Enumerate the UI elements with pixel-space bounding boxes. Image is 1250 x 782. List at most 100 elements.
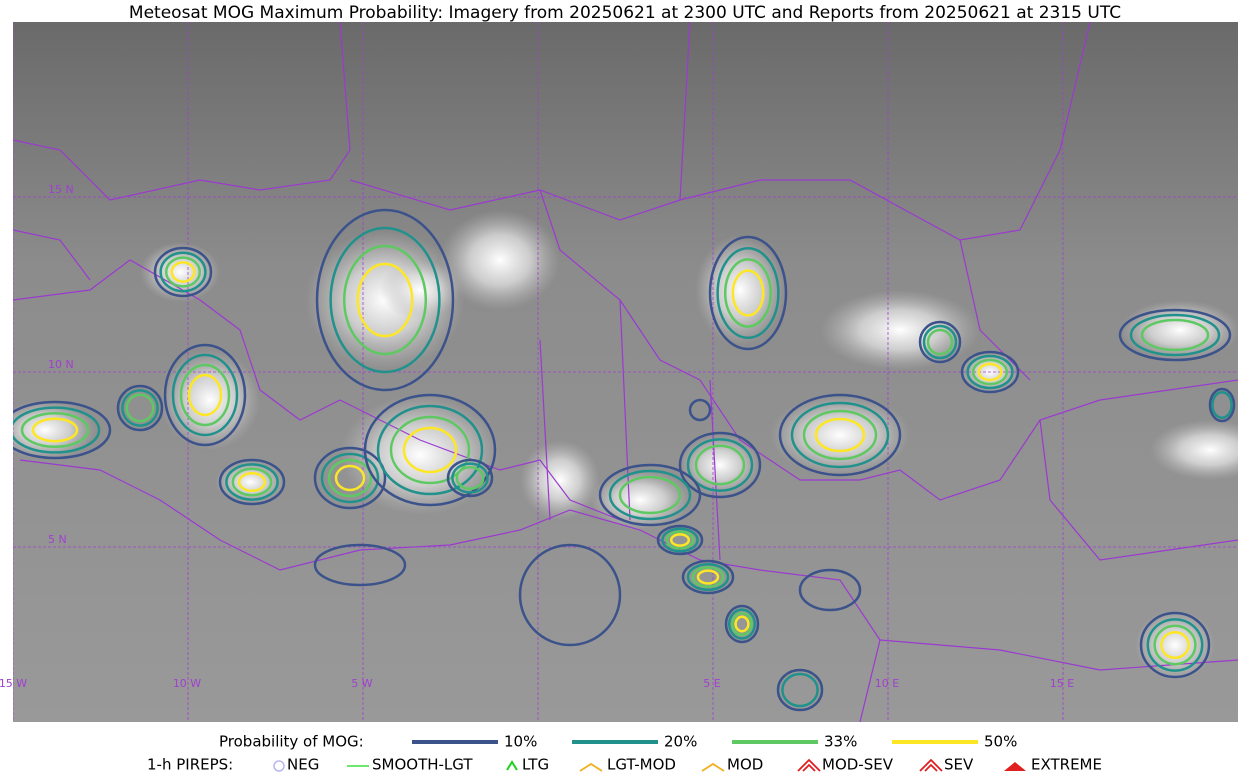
contour bbox=[731, 269, 765, 317]
contour bbox=[656, 524, 704, 556]
contour bbox=[608, 469, 692, 521]
contour bbox=[681, 559, 735, 595]
cloud bbox=[820, 290, 980, 370]
contour bbox=[446, 458, 494, 498]
contour bbox=[13, 400, 112, 460]
pirep-icon bbox=[273, 760, 285, 772]
contour bbox=[121, 389, 159, 427]
contour bbox=[389, 415, 471, 485]
contour bbox=[1118, 308, 1232, 362]
legend-label: 50% bbox=[984, 733, 1017, 751]
contour bbox=[179, 363, 231, 427]
contour bbox=[790, 401, 890, 469]
pirep-icon bbox=[506, 760, 518, 771]
contour bbox=[977, 362, 1003, 382]
contour bbox=[716, 246, 780, 340]
contour bbox=[802, 409, 878, 461]
pirep-icon bbox=[1004, 762, 1026, 771]
contour bbox=[313, 543, 407, 587]
contour bbox=[724, 604, 760, 644]
lat-label: 15 N bbox=[48, 183, 74, 196]
map bbox=[13, 22, 1238, 722]
legend-label: 33% bbox=[824, 733, 857, 751]
contour bbox=[1129, 313, 1221, 357]
contour bbox=[694, 444, 746, 486]
contour bbox=[231, 467, 273, 497]
legend-label: SEV bbox=[944, 756, 974, 774]
contour bbox=[686, 562, 730, 592]
legend-label: 20% bbox=[664, 733, 697, 751]
contour bbox=[163, 343, 247, 447]
contour bbox=[686, 438, 754, 492]
contour bbox=[20, 411, 90, 449]
legend-label: LTG bbox=[522, 756, 549, 774]
contour bbox=[125, 393, 155, 423]
legend-label: MOD bbox=[727, 756, 763, 774]
contour bbox=[1160, 630, 1190, 660]
legend-label: EXTREME bbox=[1031, 756, 1102, 774]
contour bbox=[313, 446, 387, 510]
contour bbox=[966, 354, 1014, 390]
contour bbox=[696, 569, 720, 585]
contour bbox=[691, 566, 725, 588]
cloud bbox=[770, 395, 910, 475]
lat-label: 10 N bbox=[48, 358, 74, 371]
contour bbox=[665, 530, 695, 550]
contour bbox=[320, 452, 380, 504]
contour bbox=[598, 463, 702, 527]
contour bbox=[171, 353, 239, 437]
contour bbox=[922, 324, 958, 360]
contour bbox=[678, 431, 762, 499]
lon-label: 5 W bbox=[351, 677, 372, 690]
contour bbox=[778, 393, 902, 477]
contour bbox=[218, 458, 286, 506]
contour bbox=[376, 404, 484, 496]
contour bbox=[13, 406, 101, 454]
contour bbox=[669, 533, 691, 547]
contour bbox=[315, 208, 455, 392]
legend-label: MOD-SEV bbox=[822, 756, 894, 774]
legend: Probability of MOG: 10% 20% 33% 50% 1-h PIREP… bbox=[147, 733, 1102, 774]
contour bbox=[116, 384, 164, 432]
contour bbox=[225, 463, 279, 501]
contour bbox=[971, 358, 1009, 386]
cloud bbox=[520, 440, 600, 520]
contour bbox=[661, 527, 699, 553]
probability-contours bbox=[13, 208, 1236, 712]
lon-label: 10 W bbox=[173, 677, 201, 690]
contour bbox=[918, 320, 962, 364]
cloud bbox=[680, 435, 760, 495]
contour bbox=[814, 417, 866, 453]
contour bbox=[1208, 387, 1236, 423]
contour bbox=[327, 458, 373, 498]
contour bbox=[31, 417, 79, 443]
contour bbox=[688, 398, 712, 422]
lon-label: 15 W bbox=[0, 677, 27, 690]
contour bbox=[455, 465, 485, 491]
contour bbox=[363, 393, 497, 507]
contour bbox=[334, 464, 366, 492]
lon-label: 15 E bbox=[1050, 677, 1074, 690]
legend-label: LGT-MOD bbox=[607, 756, 676, 774]
legend-title: 1-h PIREPS: bbox=[147, 756, 233, 774]
contour bbox=[731, 611, 753, 637]
borders bbox=[13, 22, 1238, 722]
contour bbox=[518, 543, 622, 647]
lat-label: 5 N bbox=[48, 533, 67, 546]
contour bbox=[402, 426, 458, 474]
contour bbox=[723, 258, 773, 328]
contour bbox=[734, 615, 750, 633]
contour bbox=[618, 475, 682, 515]
pirep-icon bbox=[579, 762, 603, 772]
contour bbox=[1139, 611, 1211, 679]
contour bbox=[781, 672, 819, 708]
contour bbox=[451, 462, 489, 494]
contour bbox=[237, 471, 267, 493]
contour bbox=[1153, 624, 1197, 666]
title: Meteosat MOG Maximum Probability: Imager… bbox=[129, 3, 1121, 23]
pirep-icon bbox=[797, 758, 821, 772]
legend-label: NEG bbox=[287, 756, 319, 774]
lon-label: 10 E bbox=[875, 677, 899, 690]
contour bbox=[170, 261, 196, 283]
